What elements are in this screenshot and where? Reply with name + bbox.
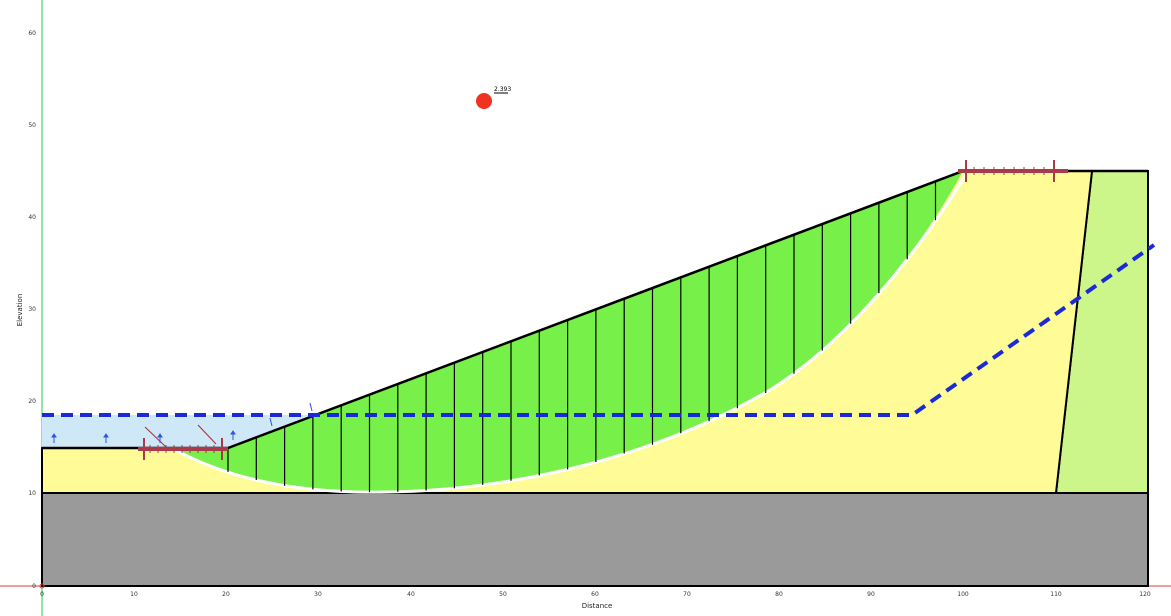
y-tick-label: 0 [32, 583, 36, 590]
y-axis-ticks: 0 10 20 30 40 50 60 [28, 30, 36, 590]
water-pressure-arrow-icon [230, 430, 236, 440]
water-pressure-arrow-icon [51, 433, 57, 443]
water-table-line [42, 243, 1156, 417]
x-tick-label: 0 [40, 591, 44, 598]
y-tick-label: 30 [28, 306, 36, 313]
bedrock-layer [41, 492, 1149, 587]
factor-of-safety-label: 2.393 [494, 86, 511, 93]
x-tick-label: 60 [591, 591, 599, 598]
slip-surface-line [171, 167, 972, 494]
y-tick-label: 10 [28, 490, 36, 497]
x-tick-label: 110 [1050, 591, 1062, 598]
x-tick-label: 120 [1139, 591, 1151, 598]
water-pressure-arrow-icon [269, 417, 273, 427]
water-pressure-arrow-icon [309, 402, 313, 412]
x-tick-label: 40 [407, 591, 415, 598]
y-tick-label: 60 [28, 30, 36, 37]
x-tick-label: 90 [867, 591, 875, 598]
water-pressure-arrows [51, 402, 313, 443]
y-tick-label: 20 [28, 398, 36, 405]
y-axis-label: Elevation [16, 294, 24, 327]
x-tick-label: 20 [222, 591, 230, 598]
x-tick-label: 100 [957, 591, 969, 598]
anchor-load-icon[interactable] [138, 424, 228, 460]
ponded-water-region [42, 415, 310, 448]
x-tick-label: 80 [775, 591, 783, 598]
x-tick-label: 50 [499, 591, 507, 598]
water-pressure-arrow-icon [103, 433, 109, 443]
critical-center-marker[interactable] [476, 93, 492, 109]
slice-lines [227, 181, 937, 493]
y-tick-label: 40 [28, 214, 36, 221]
x-axis-ticks: 0 10 20 30 40 50 60 70 80 90 100 110 120 [40, 591, 1151, 598]
origin-crosshair-icon [39, 583, 45, 589]
y-tick-label: 50 [28, 122, 36, 129]
x-tick-label: 30 [314, 591, 322, 598]
x-axis-label: Distance [582, 602, 613, 610]
x-tick-label: 10 [130, 591, 138, 598]
anchor-load-icon[interactable] [958, 160, 1068, 182]
x-tick-label: 70 [683, 591, 691, 598]
